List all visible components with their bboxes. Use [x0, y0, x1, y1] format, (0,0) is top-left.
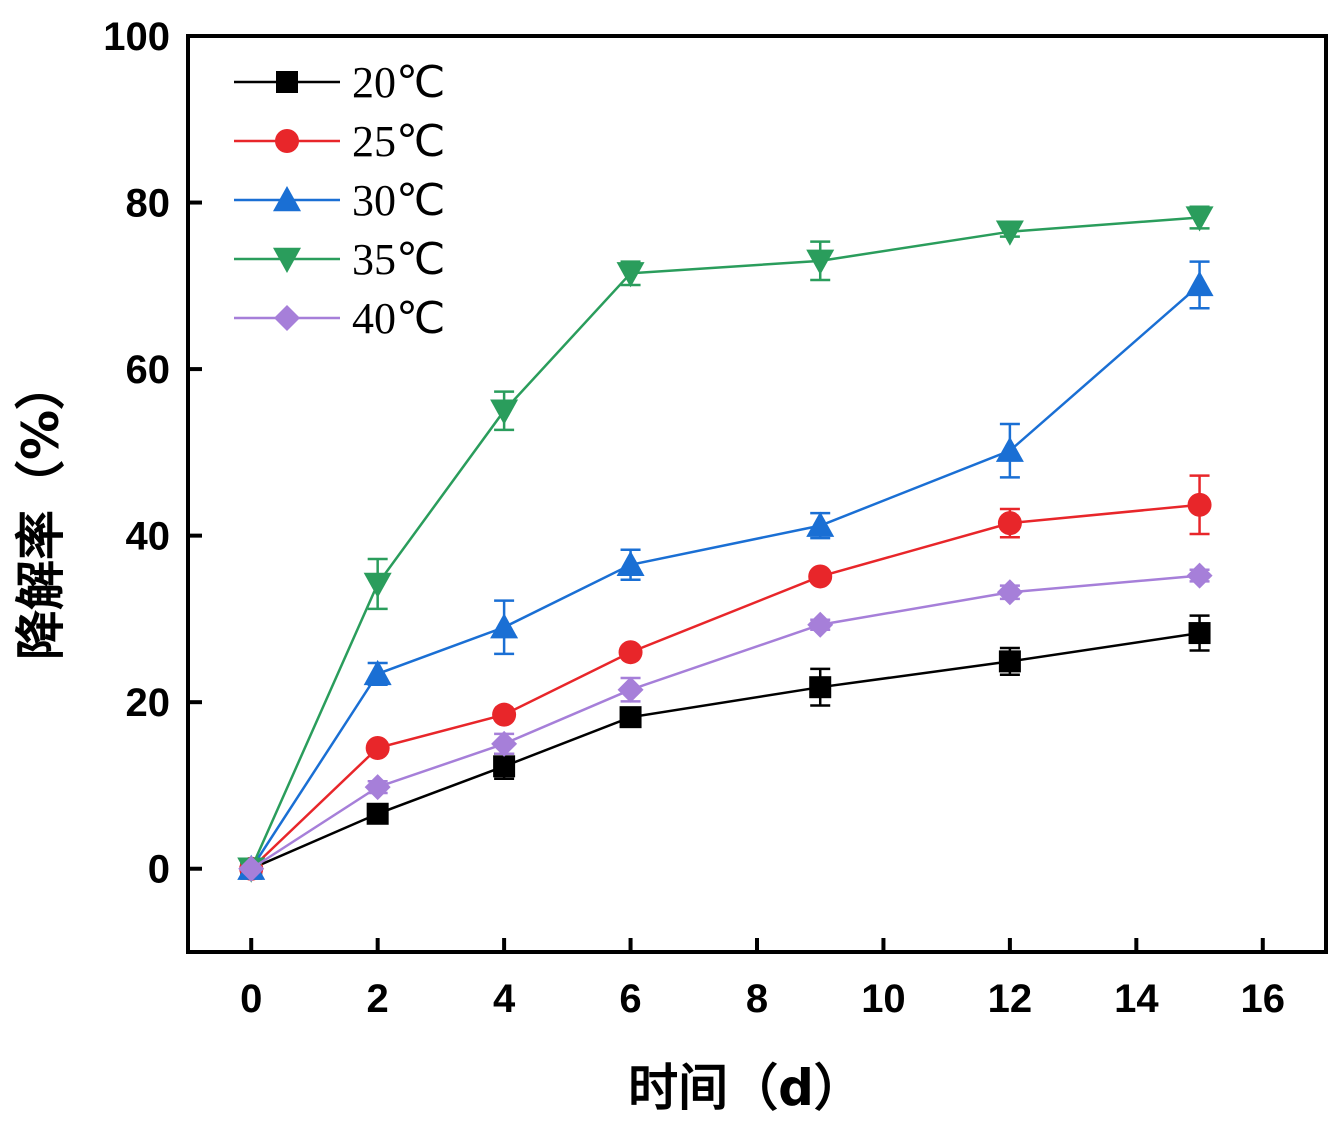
data-point [617, 676, 644, 703]
data-point [618, 640, 643, 665]
x-tick-label: 6 [619, 977, 641, 1021]
x-tick-label: 12 [988, 977, 1033, 1021]
y-tick-label: 80 [126, 182, 171, 226]
axes-layer: 0 2 4 6 8 10 12 14 16 0 20 40 60 80 100 [103, 15, 1328, 1021]
data-point [1185, 206, 1214, 232]
x-tick-label: 4 [493, 977, 516, 1021]
data-point [995, 220, 1024, 246]
legend-marker [273, 186, 301, 212]
legend-marker [275, 129, 299, 153]
data-point [365, 735, 390, 760]
y-tick-label: 0 [148, 848, 170, 892]
plot-frame [186, 34, 1328, 954]
legend-item: 35℃ [234, 235, 445, 284]
y-axis-title: 降解率（%） [12, 360, 70, 660]
x-tick-label: 2 [367, 977, 389, 1021]
x-tick-label: 16 [1241, 977, 1286, 1021]
legend-label: 25℃ [352, 117, 445, 166]
legend-item: 30℃ [234, 176, 445, 225]
data-point [998, 650, 1021, 673]
data-point [995, 436, 1024, 462]
data-point [1185, 270, 1214, 297]
data-point [808, 564, 833, 589]
legend-label: 30℃ [352, 176, 445, 225]
legend-item: 40℃ [234, 294, 445, 343]
legend-item: 20℃ [234, 58, 445, 107]
data-point [807, 611, 834, 638]
legend: 20℃ 25℃ 30℃ 35℃ 40℃ [234, 58, 445, 343]
series-layer [237, 205, 1214, 883]
data-point [1187, 492, 1212, 517]
data-point [493, 755, 516, 778]
series-40c [238, 562, 1213, 882]
legend-item: 25℃ [234, 117, 445, 166]
data-point [619, 706, 642, 729]
data-point [490, 613, 519, 639]
legend-label: 20℃ [352, 58, 445, 107]
x-tick-label: 14 [1114, 977, 1159, 1021]
data-point [363, 659, 392, 686]
series-20c [240, 614, 1211, 880]
x-axis-title: 时间（d） [628, 1059, 864, 1117]
legend-marker [273, 247, 301, 273]
data-point [806, 249, 835, 275]
data-point [1186, 562, 1213, 589]
data-point [238, 855, 265, 882]
data-point [616, 550, 645, 576]
x-tick-label: 8 [746, 977, 768, 1021]
data-point [491, 730, 518, 757]
series-line [250, 574, 1200, 870]
data-point [363, 572, 392, 598]
data-point [806, 511, 835, 537]
x-tick-label: 10 [861, 977, 906, 1021]
data-point [997, 511, 1022, 536]
data-point [1188, 622, 1211, 645]
y-tick-label: 100 [103, 15, 170, 59]
legend-label: 35℃ [352, 235, 445, 284]
legend-label: 40℃ [352, 294, 445, 343]
series-35c [237, 205, 1214, 883]
series-line [250, 503, 1200, 870]
y-tick-label: 60 [126, 348, 171, 392]
data-point [364, 774, 391, 801]
data-point [809, 676, 832, 699]
data-point [366, 802, 389, 825]
x-tick-label: 0 [240, 977, 262, 1021]
legend-marker [274, 305, 300, 331]
data-point [490, 399, 519, 425]
y-tick-label: 20 [126, 681, 171, 725]
data-point [996, 579, 1023, 606]
legend-marker [276, 71, 298, 93]
data-point [616, 262, 645, 288]
y-tick-label: 40 [126, 515, 171, 559]
data-point [492, 702, 517, 727]
